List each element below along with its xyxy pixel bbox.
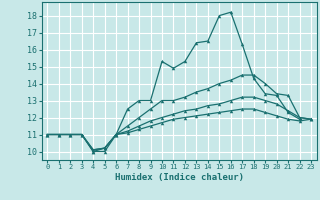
X-axis label: Humidex (Indice chaleur): Humidex (Indice chaleur) <box>115 173 244 182</box>
